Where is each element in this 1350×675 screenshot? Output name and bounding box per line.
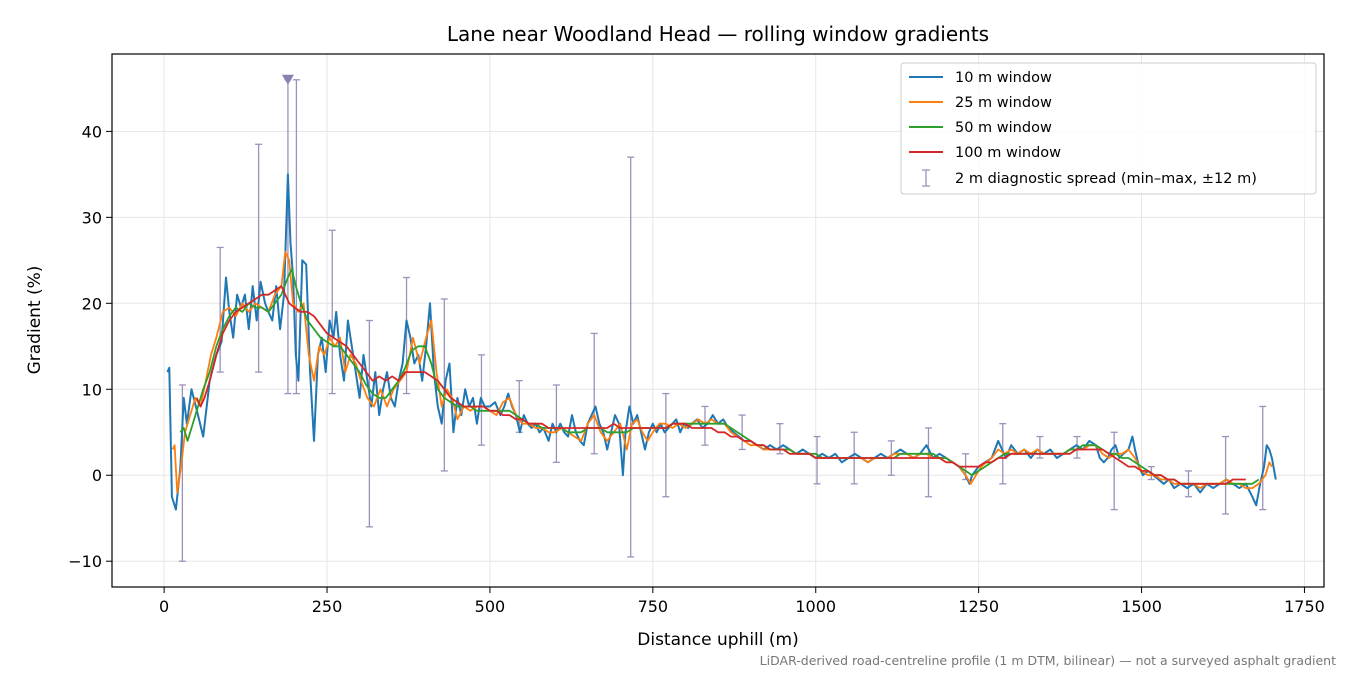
- x-tick-label: 1500: [1121, 597, 1162, 616]
- legend: 10 m window 25 m window 50 m window 100 …: [900, 62, 1317, 195]
- markers: [281, 74, 294, 85]
- spread-bar: [216, 246, 224, 373]
- x-tick-label: 0: [159, 597, 169, 616]
- spread-bar: [1222, 435, 1230, 515]
- series-lines: [166, 173, 1277, 511]
- legend-label-100m: 100 m window: [955, 145, 1061, 161]
- legend-label-10m: 10 m window: [955, 70, 1052, 86]
- spread-bar: [255, 143, 263, 373]
- y-tick-label: 10: [82, 380, 102, 399]
- clipped-value-marker: [281, 74, 294, 85]
- x-tick-label: 750: [638, 597, 669, 616]
- y-axis-ticks: −10 0 10 20 30 40: [68, 122, 112, 571]
- y-tick-label: −10: [68, 552, 102, 571]
- spread-bar: [328, 229, 336, 395]
- x-tick-label: 1000: [795, 597, 836, 616]
- spread-bar: [403, 276, 411, 395]
- spread-bar: [738, 414, 746, 451]
- spread-bar: [813, 435, 821, 485]
- footnote: LiDAR-derived road-centreline profile (1…: [760, 653, 1336, 668]
- x-tick-label: 500: [475, 597, 506, 616]
- spread-bar: [1110, 431, 1118, 511]
- y-tick-label: 20: [82, 294, 102, 313]
- y-tick-label: 40: [82, 122, 102, 141]
- spread-bar: [552, 384, 560, 463]
- y-axis-label: Gradient (%): [25, 266, 45, 375]
- spread-bar: [1259, 405, 1267, 511]
- spread-bar: [1073, 435, 1081, 459]
- chart-title: Lane near Woodland Head — rolling window…: [447, 22, 989, 46]
- legend-swatch-spread: [922, 169, 930, 187]
- y-tick-label: 30: [82, 208, 102, 227]
- legend-label-spread: 2 m diagnostic spread (min–max, ±12 m): [955, 171, 1257, 187]
- series-25m-line: [171, 250, 1273, 494]
- legend-label-50m: 50 m window: [955, 120, 1052, 136]
- x-axis-ticks: 0 250 500 750 1000 1250 1500 1750: [159, 587, 1325, 616]
- spread-bar: [590, 332, 598, 455]
- spread-bar: [292, 79, 300, 395]
- y-tick-label: 0: [92, 466, 102, 485]
- spread-bar: [365, 319, 373, 528]
- x-axis-label: Distance uphill (m): [637, 630, 798, 650]
- series-100m-line: [195, 285, 1246, 485]
- x-tick-label: 250: [312, 597, 343, 616]
- plot-frame: [111, 53, 1325, 588]
- legend-label-25m: 25 m window: [955, 95, 1052, 111]
- spread-bar: [627, 156, 635, 558]
- spread-bar: [662, 392, 670, 498]
- series-10m-line: [166, 173, 1277, 511]
- x-tick-label: 1750: [1284, 597, 1325, 616]
- x-tick-label: 1250: [958, 597, 999, 616]
- spread-bar: [1036, 435, 1044, 459]
- spread-bar: [924, 427, 932, 498]
- legend-frame: [900, 62, 1317, 195]
- spread-bar: [999, 423, 1007, 485]
